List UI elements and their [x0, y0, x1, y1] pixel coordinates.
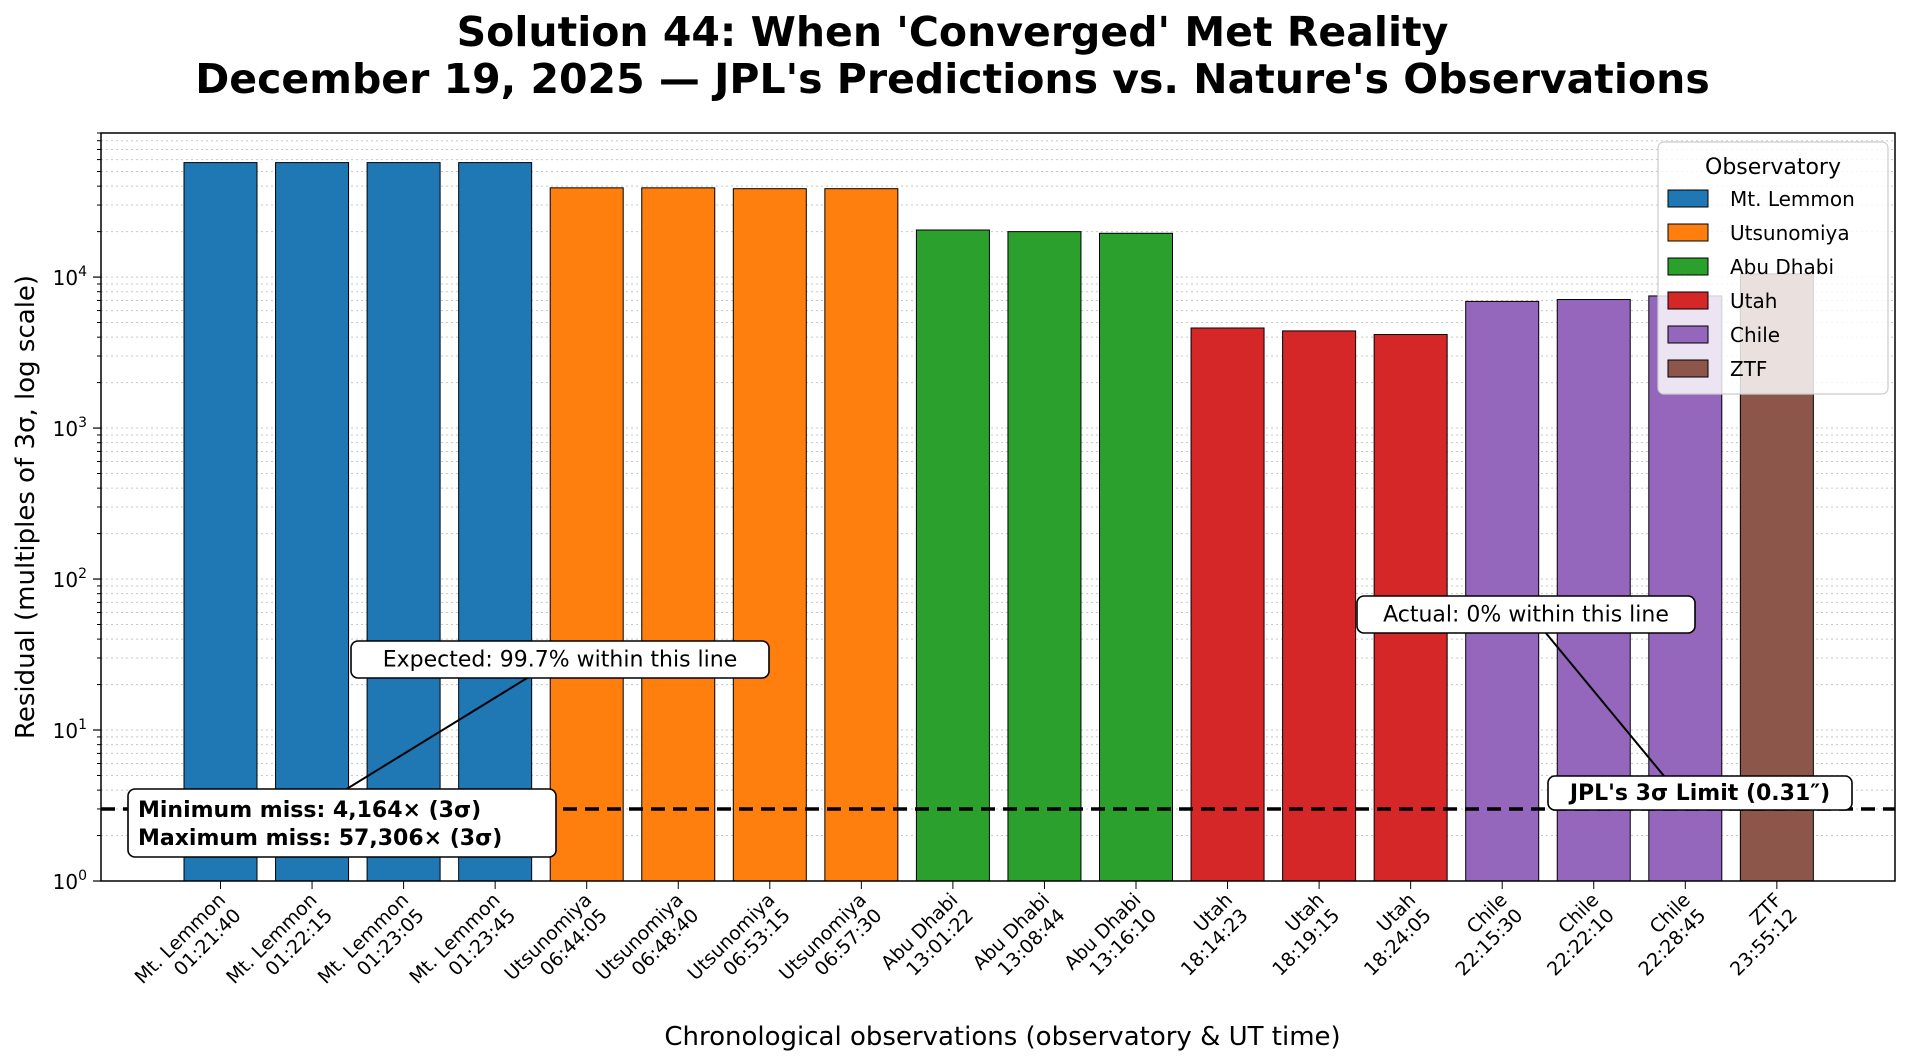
- summary-line: Maximum miss: 57,306× (3σ): [138, 826, 502, 851]
- y-tick-base: 10: [53, 266, 78, 290]
- legend-swatch: [1667, 291, 1709, 310]
- legend-title: Observatory: [1705, 155, 1841, 180]
- x-tick-label: Chile22:28:45: [1619, 889, 1710, 980]
- bar: [915, 229, 990, 882]
- actual-annotation-text: Actual: 0% within this line: [1383, 603, 1669, 628]
- x-tick-label: Utsunomiya06:57:30: [775, 889, 886, 1000]
- x-tick-label: Utsunomiya06:48:40: [592, 889, 703, 1000]
- x-tick-label: Utsunomiya06:53:15: [683, 889, 794, 1000]
- x-tick-label: Chile22:15:30: [1436, 889, 1527, 980]
- bar: [1190, 327, 1265, 882]
- x-tick-label: Abu Dhabi13:16:10: [1060, 889, 1161, 990]
- x-tick-label: ZTF23:55:12: [1710, 889, 1801, 980]
- bar: [458, 162, 533, 882]
- legend: Observatory Mt. Lemmon Utsunomiya Abu Dhabi…: [1657, 141, 1889, 395]
- threshold-label: JPL's 3σ Limit (0.31″): [1547, 775, 1853, 811]
- y-tick-label: 103: [53, 415, 87, 441]
- chart-title-line-2: December 19, 2025 — JPL's Predictions vs…: [195, 55, 1710, 103]
- legend-label: Mt. Lemmon: [1730, 187, 1855, 211]
- y-tick-exponent: 2: [78, 566, 87, 582]
- x-axis-label: Chronological observations (observatory …: [664, 1022, 1341, 1052]
- y-tick-exponent: 4: [78, 264, 87, 280]
- actual-annotation-box: [1356, 595, 1696, 634]
- x-tick-label: Mt. Lemmon01:21:40: [131, 889, 246, 1004]
- legend-label: ZTF: [1730, 357, 1767, 381]
- bar: [732, 188, 807, 882]
- expected-annotation-box: [350, 640, 770, 679]
- y-tick-base: 10: [53, 719, 78, 743]
- x-tick-label: Utah18:24:05: [1344, 889, 1435, 980]
- legend-frame: [1657, 141, 1889, 395]
- bar: [275, 162, 350, 882]
- expected-annotation: Expected: 99.7% within this line: [350, 640, 770, 679]
- y-tick-base: 10: [53, 417, 78, 441]
- x-tick-label: Utah18:14:23: [1161, 889, 1252, 980]
- legend-label: Utah: [1730, 289, 1777, 313]
- y-tick-exponent: 0: [78, 868, 87, 884]
- x-tick-label: Mt. Lemmon01:23:05: [314, 889, 429, 1004]
- y-tick-exponent: 1: [78, 717, 87, 733]
- chart-title-line-1: Solution 44: When 'Converged' Met Realit…: [456, 8, 1449, 56]
- summary-box-frame: [127, 788, 557, 858]
- threshold-label-text: JPL's 3σ Limit (0.31″): [1568, 781, 1830, 806]
- legend-swatch: [1667, 325, 1709, 344]
- actual-annotation: Actual: 0% within this line: [1356, 595, 1696, 634]
- legend-swatch: [1667, 359, 1709, 378]
- bar: [824, 188, 899, 882]
- plot-frame: [100, 132, 1896, 882]
- x-tick-label: Chile22:22:10: [1527, 889, 1618, 980]
- y-axis-label: Residual (multiples of 3σ, log scale): [11, 275, 41, 739]
- bar: [1282, 330, 1357, 882]
- legend-label: Utsunomiya: [1730, 221, 1850, 245]
- y-tick-label: 100: [53, 868, 87, 894]
- legend-swatch: [1667, 189, 1709, 208]
- legend-swatch: [1667, 257, 1709, 276]
- bar: [641, 187, 716, 882]
- y-tick-label: 101: [53, 717, 87, 743]
- summary-line: Minimum miss: 4,164× (3σ): [138, 798, 481, 823]
- summary-box: Minimum miss: 4,164× (3σ) Maximum miss: 5…: [127, 788, 557, 858]
- x-tick-label: Utsunomiya06:44:05: [500, 889, 611, 1000]
- bar: [183, 162, 258, 882]
- x-tick-label: Abu Dhabi13:01:22: [877, 889, 978, 990]
- x-tick-label: Abu Dhabi13:08:44: [969, 889, 1070, 990]
- y-tick-base: 10: [53, 870, 78, 894]
- y-tick-label: 102: [53, 566, 87, 592]
- legend-swatch: [1667, 223, 1709, 242]
- bar: [549, 187, 624, 882]
- bar: [366, 162, 441, 882]
- y-tick-exponent: 3: [78, 415, 87, 431]
- x-tick-label: Mt. Lemmon01:22:15: [222, 889, 337, 1004]
- y-tick-label: 104: [53, 264, 87, 290]
- legend-label: Abu Dhabi: [1730, 255, 1834, 279]
- x-tick-label: Utah18:19:15: [1253, 889, 1344, 980]
- bar: [1099, 232, 1173, 882]
- threshold-label-box: [1547, 775, 1853, 811]
- expected-annotation-text: Expected: 99.7% within this line: [383, 648, 738, 673]
- x-tick-label: Mt. Lemmon01:23:45: [405, 889, 520, 1004]
- y-tick-base: 10: [53, 568, 78, 592]
- bar: [1007, 231, 1082, 882]
- expected-arrow: [344, 674, 533, 791]
- bar: [1465, 300, 1540, 882]
- legend-label: Chile: [1730, 323, 1780, 347]
- bars: [183, 162, 1814, 882]
